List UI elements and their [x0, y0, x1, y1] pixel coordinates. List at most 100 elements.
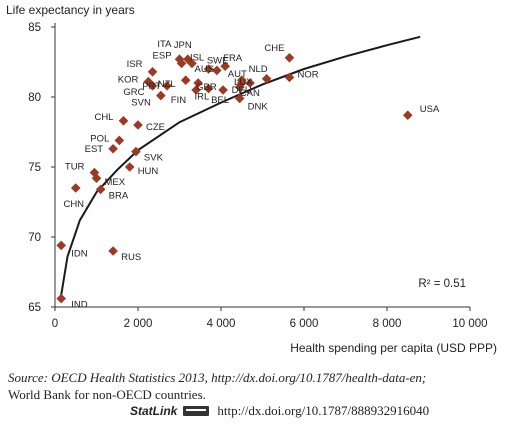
scatter-chart: 65 70 75 80 85 0 2 000 4 000 6 000 8 000 10 000 US…	[6, 3, 497, 355]
point-jpn	[183, 54, 193, 64]
data-points	[56, 53, 413, 304]
point-label-swe: SWE	[207, 55, 229, 66]
point-label-nor: NOR	[297, 69, 318, 80]
point-label-mex: MEX	[105, 177, 126, 188]
statlink-footer: StatLink http://dx.doi.org/10.1787/888932…	[130, 403, 500, 419]
point-label-svn: SVN	[131, 98, 151, 109]
point-label-chl: CHL	[94, 112, 113, 123]
y-tick-label: 85	[28, 22, 41, 34]
point-chl	[118, 116, 129, 126]
x-tick-label: 6 000	[290, 318, 319, 330]
point-label-nzl: NZL	[158, 79, 176, 90]
y-axis-label: Life expectancy in years	[6, 3, 135, 17]
point-label-grc: GRC	[123, 87, 144, 98]
point-hun	[124, 162, 135, 172]
x-tick-label: 4 000	[207, 318, 236, 330]
x-tick-label: 0	[52, 318, 58, 330]
point-label-isr: ISR	[127, 59, 143, 70]
point-cze	[133, 120, 143, 130]
x-tick-label: 10 000	[452, 318, 487, 330]
point-deu	[234, 82, 245, 92]
point-ind	[56, 293, 67, 304]
point-label-gbr: GBR	[196, 82, 217, 93]
source-prefix: Source:	[8, 370, 52, 385]
point-label-esp: ESP	[153, 50, 172, 61]
point-mex	[91, 173, 102, 183]
source-note: Source: OECD Health Statistics 2013, htt…	[8, 369, 503, 403]
y-tick-label: 70	[28, 232, 41, 244]
point-label-ind: IND	[71, 300, 88, 311]
x-tick-label: 2 000	[124, 318, 153, 330]
point-prt	[162, 81, 172, 91]
point-swe	[212, 65, 222, 76]
point-lux	[245, 78, 255, 88]
point-aut	[236, 75, 247, 85]
source-line2: World Bank for non-OECD countries.	[8, 387, 206, 402]
point-label-idn: IDN	[71, 248, 88, 259]
point-gbr	[193, 78, 203, 88]
y-tick-label: 65	[28, 302, 41, 314]
point-label-fin: FIN	[171, 95, 186, 106]
trend-curve	[59, 35, 421, 301]
point-label-est: EST	[85, 144, 104, 155]
point-aus	[203, 64, 214, 74]
statlink-url[interactable]: http://dx.doi.org/10.1787/888932916040	[217, 403, 430, 418]
statlink-logo-icon	[183, 406, 210, 417]
point-kor	[143, 76, 154, 87]
point-label-deu: DEU	[232, 85, 252, 96]
point-chn	[70, 183, 81, 193]
point-bra	[95, 184, 106, 195]
point-isr	[147, 67, 158, 77]
point-label-fra: FRA	[223, 53, 243, 64]
y-tick-label: 75	[28, 162, 41, 174]
point-label-kor: KOR	[118, 75, 139, 86]
point-nor	[284, 72, 295, 83]
point-svn	[156, 90, 166, 101]
point-fin	[191, 85, 201, 95]
x-tick-label: 8 000	[373, 318, 402, 330]
point-label-svk: SVK	[144, 153, 164, 164]
point-label-isl: ISL	[190, 52, 204, 63]
point-bel	[218, 85, 228, 95]
point-label-cze: CZE	[146, 122, 165, 133]
point-esp	[176, 58, 187, 69]
point-label-prt: PRT	[142, 81, 161, 92]
point-label-jpn: JPN	[174, 40, 192, 51]
point-label-hun: HUN	[138, 166, 159, 177]
point-label-aus: AUS	[195, 64, 215, 75]
chart-axes	[54, 23, 470, 308]
point-label-aut: AUT	[228, 69, 247, 80]
point-pol	[114, 135, 125, 146]
x-axis-label: Health spending per capita (USD PPP)	[290, 341, 497, 355]
point-label-ita: ITA	[157, 39, 172, 50]
point-labels: USANORCHENLDCANDNKAUTDEULUXFRASWEBELIRLG…	[63, 39, 439, 310]
point-label-nld: NLD	[249, 64, 268, 75]
point-irl	[203, 83, 214, 94]
point-label-lux: LUX	[234, 77, 253, 88]
point-dnk	[234, 93, 245, 104]
point-label-can: CAN	[240, 88, 260, 99]
point-label-rus: RUS	[121, 252, 141, 263]
point-label-irl: IRL	[195, 92, 210, 103]
point-svk	[131, 146, 141, 157]
tick-labels: 65 70 75 80 85 0 2 000 4 000 6 000 8 000 10 000	[28, 22, 487, 330]
point-isl	[187, 58, 197, 69]
source-text: OECD Health Statistics 2013, http://dx.d…	[51, 370, 427, 385]
point-fra	[220, 61, 230, 71]
r-squared-annotation: R² = 0.51	[418, 278, 466, 290]
point-label-pol: POL	[90, 133, 109, 144]
point-rus	[108, 246, 118, 256]
point-idn	[56, 240, 67, 251]
point-label-che: CHE	[264, 43, 284, 54]
statlink-brand: StatLink	[130, 404, 178, 418]
point-label-dnk: DNK	[248, 101, 269, 112]
point-nld	[261, 74, 272, 84]
point-label-usa: USA	[420, 104, 440, 115]
point-est	[108, 144, 118, 154]
point-usa	[402, 110, 413, 120]
point-che	[284, 53, 295, 63]
point-label-tur: TUR	[65, 162, 85, 173]
point-tur	[89, 167, 100, 178]
y-tick-label: 80	[28, 92, 41, 104]
point-nzl	[180, 75, 191, 85]
